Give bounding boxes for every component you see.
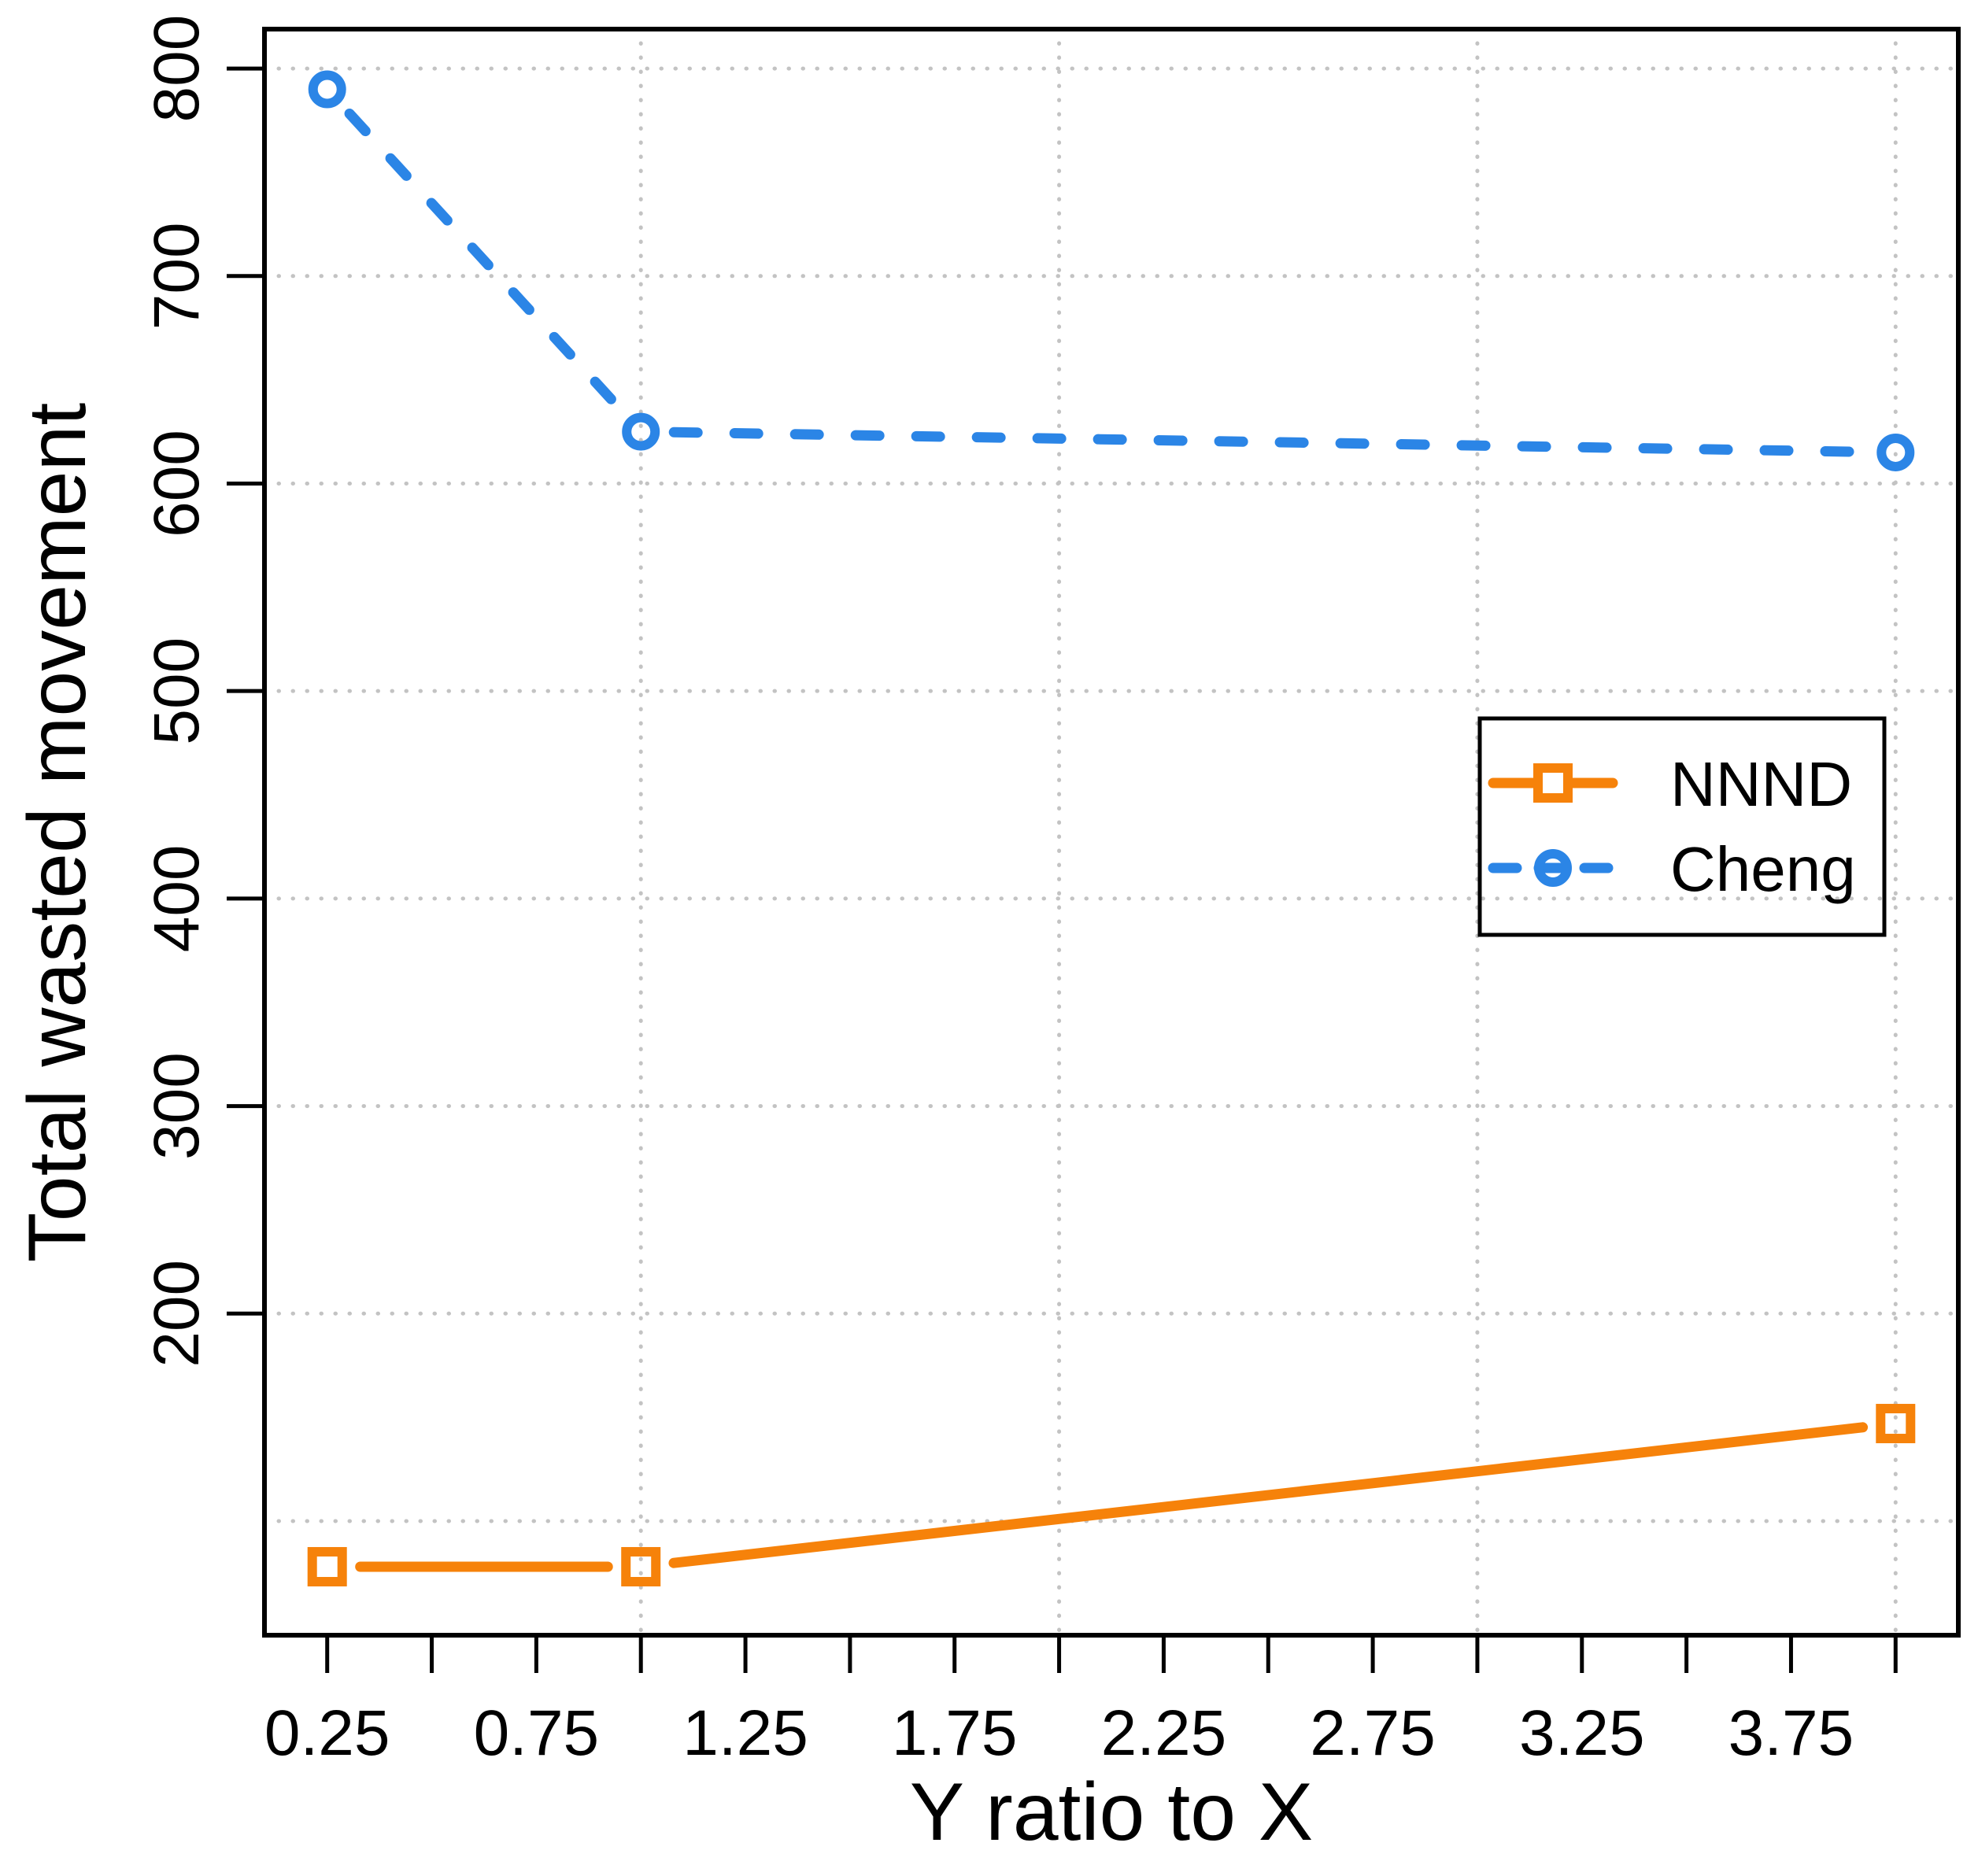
gridlines (262, 27, 1961, 1638)
axis-ticks (227, 66, 1898, 1673)
x-tick-label: 1.75 (892, 1697, 1018, 1769)
data-series (307, 70, 1916, 1586)
plot-border (262, 27, 1961, 1638)
legend-square-marker (1533, 763, 1573, 803)
plot-border-rect (262, 27, 1961, 1638)
y-axis-title: Total wasted movement (12, 403, 103, 1263)
cheng-line-segment (344, 108, 624, 413)
x-tick-label: 2.25 (1101, 1697, 1227, 1769)
legend-circle-marker (1534, 849, 1572, 887)
y-tick-label: 600 (141, 430, 213, 537)
x-tick-label: 0.75 (474, 1697, 600, 1769)
legend-border (1477, 716, 1887, 937)
y-tick-label: 500 (141, 637, 213, 745)
x-axis-title: Y ratio to X (910, 1767, 1314, 1858)
y-tick-label: 200 (141, 1260, 213, 1368)
y-tick-label: 300 (141, 1052, 213, 1160)
y-tick-label: 700 (141, 222, 213, 330)
legend-item-nnnd: NNND (1670, 749, 1852, 819)
cheng-marker (308, 70, 346, 109)
y-tick-label: 800 (141, 15, 213, 123)
y-tick-label: 400 (141, 844, 213, 952)
nnnd-line-segment (668, 1422, 1869, 1568)
nnnd-marker (307, 1546, 347, 1586)
cheng-marker (622, 412, 660, 451)
axis-tick-labels: 0.25 0.75 1.25 1.75 2.25 2.75 3.25 3.75 200 300 40… (141, 15, 1854, 1769)
x-tick-label: 3.75 (1728, 1697, 1854, 1769)
x-tick-label: 3.25 (1519, 1697, 1645, 1769)
nnnd-marker (621, 1546, 661, 1586)
cheng-marker (1876, 433, 1915, 471)
cheng-line-segment (668, 427, 1868, 457)
x-tick-label: 1.25 (682, 1697, 808, 1769)
x-tick-label: 2.75 (1310, 1697, 1436, 1769)
legend-item-cheng: Cheng (1670, 834, 1856, 904)
nnnd-marker (1876, 1404, 1916, 1444)
x-tick-label: 0.25 (264, 1697, 390, 1769)
legend-box (1477, 716, 1887, 937)
